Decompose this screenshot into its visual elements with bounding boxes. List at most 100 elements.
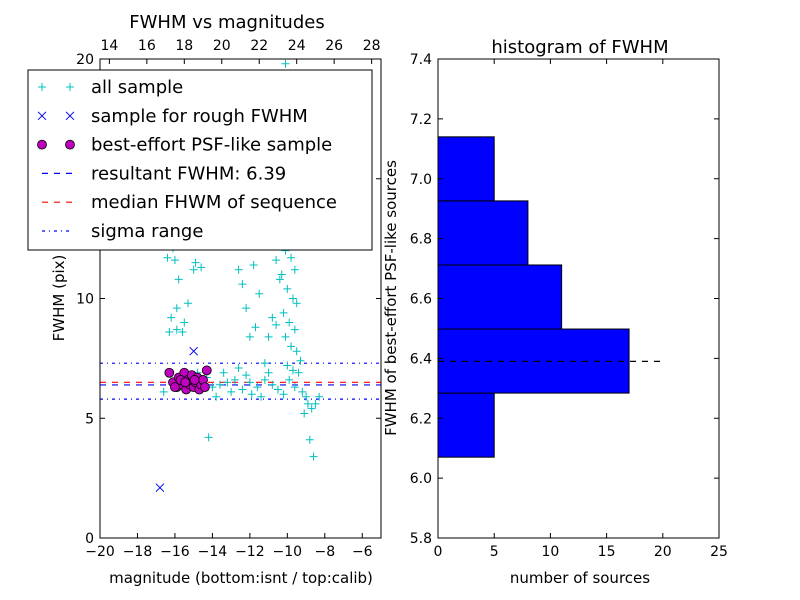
data-point: [283, 361, 292, 370]
x-tick-label: −14: [198, 544, 228, 560]
data-point: [303, 399, 312, 408]
y-tick-label: 7.2: [410, 112, 432, 128]
data-point: [178, 328, 187, 337]
data-point: [230, 375, 239, 384]
data-point: [281, 59, 290, 68]
top-x-tick-label: 22: [250, 38, 268, 54]
y-tick-label: 5: [85, 411, 94, 427]
legend-entry: sigma range: [42, 221, 203, 242]
data-point: [184, 299, 193, 308]
data-point: [191, 258, 200, 267]
histogram-bar: [438, 136, 495, 202]
y-tick-label: 6.8: [410, 232, 432, 248]
legend-box: [27, 69, 373, 251]
data-point: [253, 383, 262, 392]
data-point: [288, 294, 297, 303]
data-point: [292, 347, 301, 356]
data-point: [272, 320, 281, 329]
data-point: [165, 328, 174, 337]
data-point: [260, 375, 269, 384]
data-point: [251, 323, 260, 332]
histogram-title: histogram of FWHM: [491, 37, 668, 58]
y-tick-label: 7.0: [410, 172, 432, 188]
data-point: [315, 392, 324, 401]
data-point: [277, 270, 286, 279]
data-point: [281, 332, 290, 341]
legend-marker: [66, 83, 74, 91]
data-point: [264, 332, 273, 341]
data-point: [200, 382, 210, 393]
y-tick-label: 6.0: [410, 471, 432, 487]
histogram-ylabel: FWHM of best-effort PSF-like sources: [382, 160, 400, 436]
data-point: [300, 409, 309, 418]
data-point: [260, 359, 269, 368]
scatter-ylabel: FWHM (pix): [50, 255, 68, 342]
data-point: [155, 483, 165, 493]
data-point: [159, 387, 168, 396]
histogram-ticks: 0 5 10 15 20 25 5.8 6.0 6.2 6.4 6.6 6.8 7.0 7.2 7.4: [410, 52, 728, 560]
legend-marker: [38, 83, 46, 91]
legend-marker: [37, 139, 47, 150]
x-tick-label: 10: [541, 544, 559, 560]
scatter-title: FWHM vs magnitudes: [129, 12, 324, 33]
top-x-tick-label: 18: [175, 38, 193, 54]
top-x-tick-label: 26: [325, 38, 343, 54]
data-point: [268, 313, 277, 322]
legend-label: median FHWM of sequence: [91, 192, 337, 213]
data-point: [189, 346, 199, 356]
legend-marker: [65, 139, 75, 150]
data-point: [290, 383, 299, 392]
data-point: [268, 380, 277, 389]
data-point: [172, 304, 181, 313]
top-x-tick-label: 20: [213, 38, 231, 54]
data-point: [219, 368, 228, 377]
x-tick-label: −10: [273, 544, 303, 560]
data-point: [287, 342, 296, 351]
x-tick-label: −16: [160, 544, 190, 560]
x-tick-label: −6: [352, 544, 373, 560]
data-point: [290, 325, 299, 334]
top-x-tick-label: 14: [100, 38, 118, 54]
data-point: [247, 390, 256, 399]
legend-entry: resultant FWHM: 6.39: [42, 163, 286, 184]
scatter-xlabel: magnitude (bottom:isnt / top:calib): [109, 569, 373, 587]
legend: all sample sample for rough FWHM best-effo…: [27, 69, 373, 251]
legend-entry: sample for rough FWHM: [37, 106, 308, 127]
histogram-bar: [438, 264, 563, 330]
x-tick-label: −12: [235, 544, 265, 560]
data-point: [305, 435, 314, 444]
legend-entry: median FHWM of sequence: [42, 192, 337, 213]
data-point: [290, 265, 299, 274]
scatter-panel: −20 −18 −16 −14 −12 −10 −8 −6 14 16 18 20 22 24 26 28 0 5…: [27, 12, 382, 587]
data-point: [255, 289, 264, 298]
histogram-panel: 0 5 10 15 20 25 5.8 6.0 6.2 6.4 6.6 6.8 7.0 7.2 7.4 hi…: [382, 37, 728, 587]
data-point: [292, 299, 301, 308]
y-tick-label: 7.4: [410, 52, 432, 68]
data-point: [242, 304, 251, 313]
data-point: [294, 368, 303, 377]
data-point: [170, 256, 179, 265]
data-point: [285, 318, 294, 327]
legend-entry: all sample: [38, 77, 183, 98]
x-tick-label: −18: [123, 544, 153, 560]
data-point: [275, 275, 284, 284]
data-point: [238, 385, 247, 394]
legend-entry: best-effort PSF-like sample: [37, 135, 332, 156]
x-tick-label: 15: [598, 544, 616, 560]
series-circle: [164, 365, 212, 395]
y-tick-label: 6.2: [410, 411, 432, 427]
y-tick-label: 5.8: [410, 531, 432, 547]
legend-marker: [65, 111, 75, 121]
data-point: [167, 313, 176, 322]
legend-label: sigma range: [91, 221, 203, 242]
data-point: [201, 365, 212, 376]
data-point: [223, 378, 232, 387]
histogram-bar: [438, 200, 529, 266]
histogram-xlabel: number of sources: [510, 569, 650, 587]
top-x-tick-label: 24: [288, 38, 306, 54]
data-point: [279, 390, 288, 399]
scatter-points: [155, 59, 324, 493]
y-tick-label: 0: [85, 531, 94, 547]
data-point: [180, 377, 191, 388]
